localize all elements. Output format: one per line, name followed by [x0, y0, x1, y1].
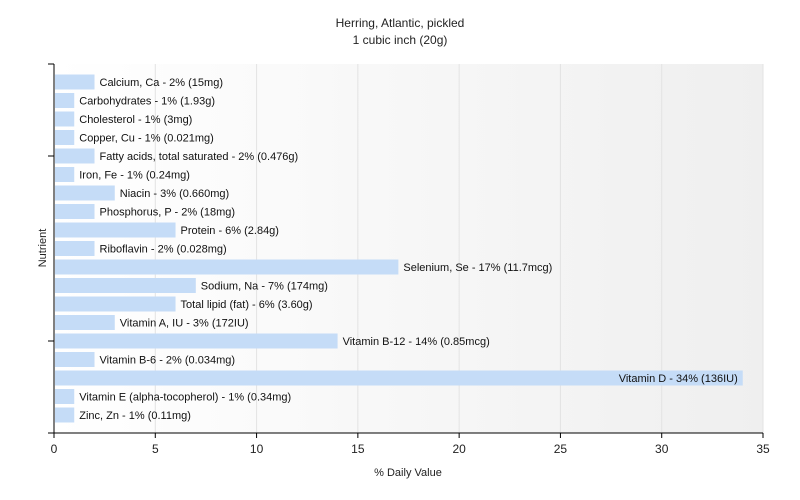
- bar-label-12: Sodium, Na - 7% (174mg): [201, 281, 328, 293]
- bar-label-14: Vitamin A, IU - 3% (172IU): [120, 318, 249, 330]
- bar-6: [55, 167, 75, 182]
- bar-17: [55, 370, 743, 386]
- x-tick-label: 15: [351, 442, 365, 456]
- bar-13: [55, 296, 176, 312]
- bar-19: [55, 407, 75, 423]
- bar-labels-layer: Calcium, Ca - 2% (15mg) Carbohydrates - 1…: [79, 77, 737, 422]
- x-axis-label: % Daily Value: [374, 467, 442, 479]
- x-tick-label: 25: [554, 442, 568, 456]
- axes-layer: 0 5 10 15 20 25 30 35: [48, 63, 770, 456]
- bar-label-15: Vitamin B-12 - 14% (0.85mcg): [343, 336, 490, 348]
- bar-label-8: Phosphorus, P - 2% (18mg): [100, 207, 236, 219]
- bar-8: [55, 204, 95, 219]
- bar-15: [55, 333, 338, 349]
- x-tick-label: 35: [756, 442, 770, 456]
- bar-label-5: Fatty acids, total saturated - 2% (0.476…: [100, 151, 299, 163]
- bar-7: [55, 185, 115, 201]
- bar-label-17: Vitamin D - 34% (136IU): [619, 373, 738, 385]
- bar-label-6: Iron, Fe - 1% (0.24mg): [79, 170, 190, 182]
- bar-3: [55, 111, 75, 127]
- bar-label-7: Niacin - 3% (0.660mg): [120, 188, 229, 200]
- bar-label-18: Vitamin E (alpha-tocopherol) - 1% (0.34m…: [79, 392, 291, 404]
- x-tick-label: 30: [655, 442, 669, 456]
- bar-label-16: Vitamin B-6 - 2% (0.034mg): [100, 355, 236, 367]
- bar-12: [55, 278, 196, 293]
- bar-2: [55, 93, 75, 108]
- bar-label-2: Carbohydrates - 1% (1.93g): [79, 96, 215, 108]
- bar-label-19: Zinc, Zn - 1% (0.11mg): [79, 410, 191, 422]
- chart-title: Herring, Atlantic, pickled: [336, 16, 465, 30]
- bar-label-11: Selenium, Se - 17% (11.7mcg): [403, 262, 552, 274]
- x-tick-label: 10: [250, 442, 264, 456]
- x-tick-label: 5: [152, 442, 159, 456]
- bars-layer: [55, 74, 743, 423]
- bar-label-4: Copper, Cu - 1% (0.021mg): [79, 133, 214, 145]
- bar-5: [55, 148, 95, 164]
- bar-label-13: Total lipid (fat) - 6% (3.60g): [181, 299, 313, 311]
- bar-14: [55, 315, 115, 330]
- chart-subtitle: 1 cubic inch (20g): [353, 33, 448, 47]
- bar-18: [55, 389, 75, 404]
- bar-label-9: Protein - 6% (2.84g): [181, 225, 279, 237]
- x-tick-label: 0: [51, 442, 58, 456]
- x-tick-label: 20: [452, 442, 466, 456]
- bar-9: [55, 222, 176, 238]
- bar-4: [55, 130, 75, 145]
- bar-label-1: Calcium, Ca - 2% (15mg): [100, 77, 223, 89]
- y-axis-label: Nutrient: [37, 229, 49, 268]
- bar-label-3: Cholesterol - 1% (3mg): [79, 114, 192, 126]
- bar-16: [55, 352, 95, 367]
- bar-label-10: Riboflavin - 2% (0.028mg): [100, 244, 227, 256]
- bar-10: [55, 241, 95, 256]
- bar-1: [55, 74, 95, 90]
- bar-11: [55, 259, 399, 275]
